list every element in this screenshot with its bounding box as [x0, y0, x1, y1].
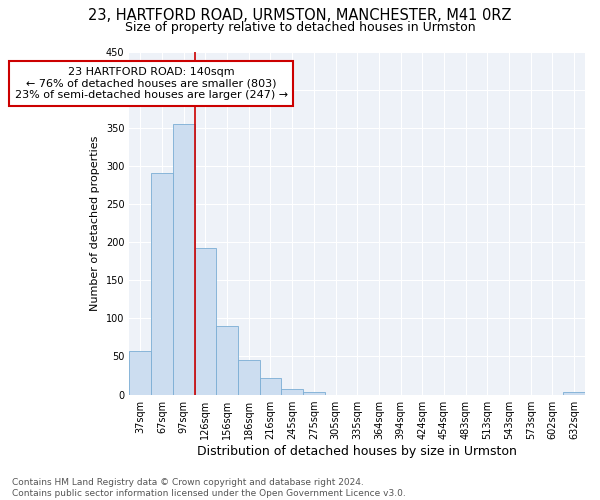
Bar	[563, 392, 585, 394]
Bar	[281, 389, 303, 394]
Bar	[303, 392, 325, 394]
Bar	[151, 174, 173, 394]
Text: 23 HARTFORD ROAD: 140sqm
← 76% of detached houses are smaller (803)
23% of semi-: 23 HARTFORD ROAD: 140sqm ← 76% of detach…	[14, 66, 287, 100]
Bar	[194, 248, 216, 394]
Bar	[130, 351, 151, 395]
Text: 23, HARTFORD ROAD, URMSTON, MANCHESTER, M41 0RZ: 23, HARTFORD ROAD, URMSTON, MANCHESTER, …	[88, 8, 512, 22]
Bar	[173, 124, 194, 394]
Bar	[238, 360, 260, 394]
Bar	[260, 378, 281, 394]
Text: Contains HM Land Registry data © Crown copyright and database right 2024.
Contai: Contains HM Land Registry data © Crown c…	[12, 478, 406, 498]
Y-axis label: Number of detached properties: Number of detached properties	[91, 136, 100, 310]
Bar	[216, 326, 238, 394]
Text: Size of property relative to detached houses in Urmston: Size of property relative to detached ho…	[125, 21, 475, 34]
X-axis label: Distribution of detached houses by size in Urmston: Distribution of detached houses by size …	[197, 444, 517, 458]
